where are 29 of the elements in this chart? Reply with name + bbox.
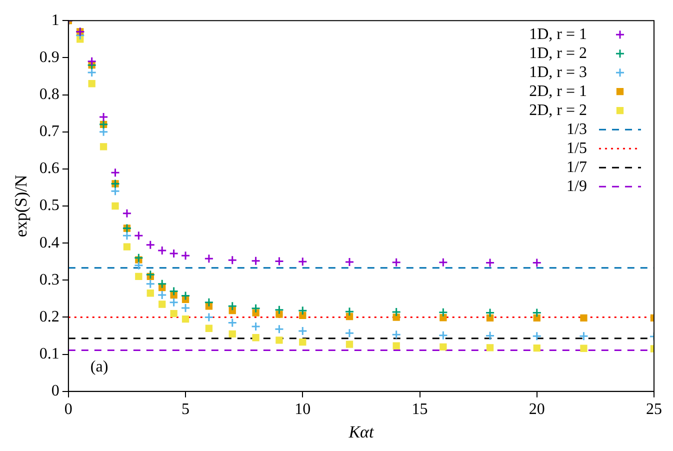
- x-tick-label: 5: [182, 401, 190, 418]
- legend-label: 1/9: [566, 178, 587, 195]
- y-tick-label: 0.2: [39, 308, 60, 326]
- legend-label: 1D, r = 1: [529, 26, 587, 43]
- y-tick-label: 0.8: [39, 86, 60, 103]
- y-tick-label: 0.6: [39, 160, 60, 178]
- legend-label: 1D, r = 2: [529, 44, 587, 62]
- y-tick-label: 0.1: [39, 346, 60, 363]
- y-tick-label: 0.5: [39, 197, 60, 214]
- legend-label: 2D, r = 1: [529, 82, 587, 100]
- legend-label: 1/7: [566, 158, 587, 176]
- y-tick-label: 0.9: [39, 48, 60, 66]
- annotation: (a): [90, 358, 108, 376]
- legend-label: 1/3: [566, 120, 587, 138]
- x-tick-label: 15: [412, 401, 428, 418]
- y-tick-label: 1: [51, 12, 60, 29]
- x-tick-label: 20: [528, 401, 545, 418]
- y-tick-label: 0.4: [39, 234, 60, 252]
- legend-label: 1/5: [566, 140, 587, 157]
- y-tick-label: 0.3: [39, 271, 60, 288]
- y-axis-title: exp(S)/N: [12, 174, 31, 238]
- legend-label: 1D, r = 3: [529, 64, 587, 81]
- y-tick-label: 0: [51, 382, 60, 400]
- x-tick-label: 10: [294, 401, 311, 418]
- legend-label: 2D, r = 2: [529, 102, 587, 119]
- x-axis-title: Kαt: [348, 422, 375, 442]
- x-tick-label: 25: [646, 401, 662, 418]
- x-tick-label: 0: [64, 401, 72, 418]
- y-tick-label: 0.7: [39, 123, 60, 140]
